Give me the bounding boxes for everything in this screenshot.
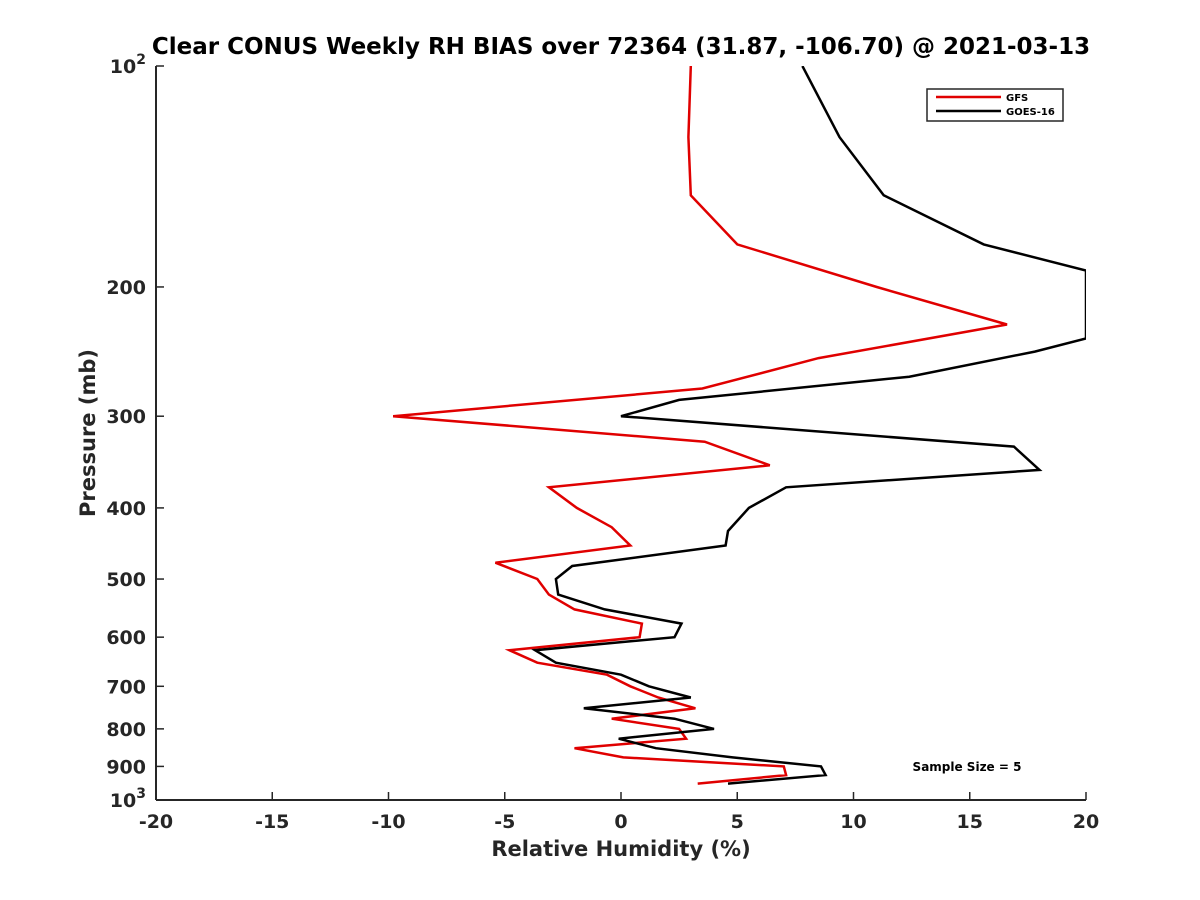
y-tick-label: 500 (106, 569, 146, 591)
x-tick-label: -15 (255, 811, 289, 833)
y-ticks: 102 200 300 400 500 600 700 800 900 103 (106, 52, 164, 812)
y-tick-label: 700 (106, 676, 146, 698)
plot-area: -20 -15 -10 -5 0 5 10 15 20 102 200 300 400 500 600 70… (106, 52, 1099, 833)
y-tick-label: 300 (106, 406, 146, 428)
y-tick-label: 900 (106, 756, 146, 778)
series-layer (392, 66, 1086, 785)
legend-box (926, 88, 1064, 122)
y-axis-label: Pressure (mb) (76, 349, 100, 517)
x-tick-label: -20 (139, 811, 173, 833)
x-tick-label: 0 (614, 811, 627, 833)
y-tick-label: 400 (106, 498, 146, 520)
legend-label-goes16: GOES-16 (1006, 107, 1055, 118)
x-tick-label: 15 (957, 811, 983, 833)
y-tick-label: 103 (110, 786, 146, 812)
y-tick-label: 600 (106, 627, 146, 649)
x-tick-label: -10 (371, 811, 405, 833)
x-tick-label: 5 (731, 811, 744, 833)
sample-size-annotation: Sample Size = 5 (913, 760, 1022, 774)
x-ticks: -20 -15 -10 -5 0 5 10 15 20 (139, 792, 1099, 833)
x-tick-label: 10 (840, 811, 866, 833)
y-tick-label: 800 (106, 719, 146, 741)
legend-label-gfs: GFS (1006, 93, 1028, 104)
y-tick-label: 102 (110, 52, 146, 78)
y-tick-label: 200 (106, 277, 146, 299)
x-axis-label: Relative Humidity (%) (491, 837, 750, 861)
chart-title: Clear CONUS Weekly RH BIAS over 72364 (3… (152, 34, 1090, 60)
series-line-goes16 (531, 66, 1086, 785)
x-tick-label: -5 (494, 811, 515, 833)
plot-background (156, 66, 1086, 800)
legend: GFS GOES-16 (926, 88, 1064, 122)
x-tick-label: 20 (1073, 811, 1099, 833)
